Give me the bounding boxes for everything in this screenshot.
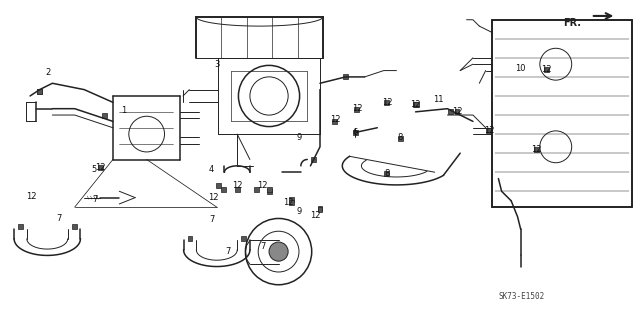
Bar bbox=[413, 102, 419, 108]
Bar bbox=[72, 224, 77, 229]
Bar bbox=[534, 147, 539, 152]
Bar bbox=[188, 236, 193, 241]
Text: 12: 12 bbox=[531, 145, 542, 154]
Text: 5: 5 bbox=[91, 165, 97, 174]
Bar bbox=[289, 200, 294, 205]
Text: 7: 7 bbox=[209, 215, 214, 224]
Text: 9: 9 bbox=[297, 133, 302, 142]
Bar bbox=[317, 206, 323, 211]
Text: 4: 4 bbox=[209, 165, 214, 174]
Text: 12: 12 bbox=[232, 181, 243, 190]
Bar bbox=[353, 130, 358, 135]
Text: 8: 8 bbox=[397, 133, 403, 142]
Bar bbox=[266, 187, 271, 192]
Bar bbox=[544, 67, 548, 72]
Circle shape bbox=[269, 242, 288, 261]
Text: 1: 1 bbox=[121, 106, 126, 115]
Text: 7: 7 bbox=[260, 242, 266, 251]
Bar bbox=[355, 107, 360, 112]
Bar bbox=[385, 100, 389, 106]
Bar bbox=[102, 113, 107, 118]
Bar bbox=[289, 197, 294, 202]
Text: 12: 12 bbox=[381, 98, 392, 107]
Text: 7: 7 bbox=[92, 195, 98, 204]
Bar bbox=[241, 236, 246, 241]
Bar bbox=[18, 224, 23, 229]
Bar bbox=[266, 189, 271, 194]
Bar bbox=[221, 187, 226, 192]
Text: FR.: FR. bbox=[563, 18, 581, 28]
Text: 12: 12 bbox=[284, 198, 294, 207]
Text: 12: 12 bbox=[410, 100, 421, 109]
Bar bbox=[486, 128, 492, 133]
Text: 12: 12 bbox=[257, 181, 268, 190]
Text: 12: 12 bbox=[452, 107, 462, 116]
Bar bbox=[216, 183, 221, 188]
Text: 12: 12 bbox=[208, 193, 218, 202]
Text: 8: 8 bbox=[384, 169, 390, 178]
Bar bbox=[332, 119, 337, 124]
Text: 12: 12 bbox=[352, 104, 362, 113]
Bar bbox=[37, 89, 42, 94]
Text: 10: 10 bbox=[515, 64, 526, 73]
Bar bbox=[343, 74, 348, 79]
Text: 6: 6 bbox=[353, 128, 358, 137]
Bar bbox=[385, 171, 389, 176]
Bar bbox=[448, 109, 453, 114]
Bar bbox=[37, 89, 42, 94]
Bar bbox=[311, 157, 316, 162]
Text: SK73-E1502: SK73-E1502 bbox=[499, 292, 545, 300]
Text: 12: 12 bbox=[484, 126, 494, 135]
Text: 12: 12 bbox=[26, 191, 36, 201]
Text: 12: 12 bbox=[310, 211, 321, 219]
Bar bbox=[98, 165, 102, 170]
Text: 12: 12 bbox=[541, 65, 552, 74]
Bar bbox=[254, 187, 259, 192]
Text: 7: 7 bbox=[225, 247, 230, 256]
Text: 9: 9 bbox=[297, 207, 302, 216]
Text: 12: 12 bbox=[330, 115, 340, 124]
Bar bbox=[454, 109, 460, 114]
Bar bbox=[317, 207, 323, 212]
Text: 3: 3 bbox=[214, 60, 220, 69]
Text: 11: 11 bbox=[433, 95, 443, 104]
Bar bbox=[398, 136, 403, 141]
Text: 7: 7 bbox=[56, 214, 61, 223]
Text: 2: 2 bbox=[45, 68, 51, 77]
Bar bbox=[235, 187, 239, 192]
Bar bbox=[413, 102, 418, 108]
Text: 12: 12 bbox=[95, 163, 106, 172]
